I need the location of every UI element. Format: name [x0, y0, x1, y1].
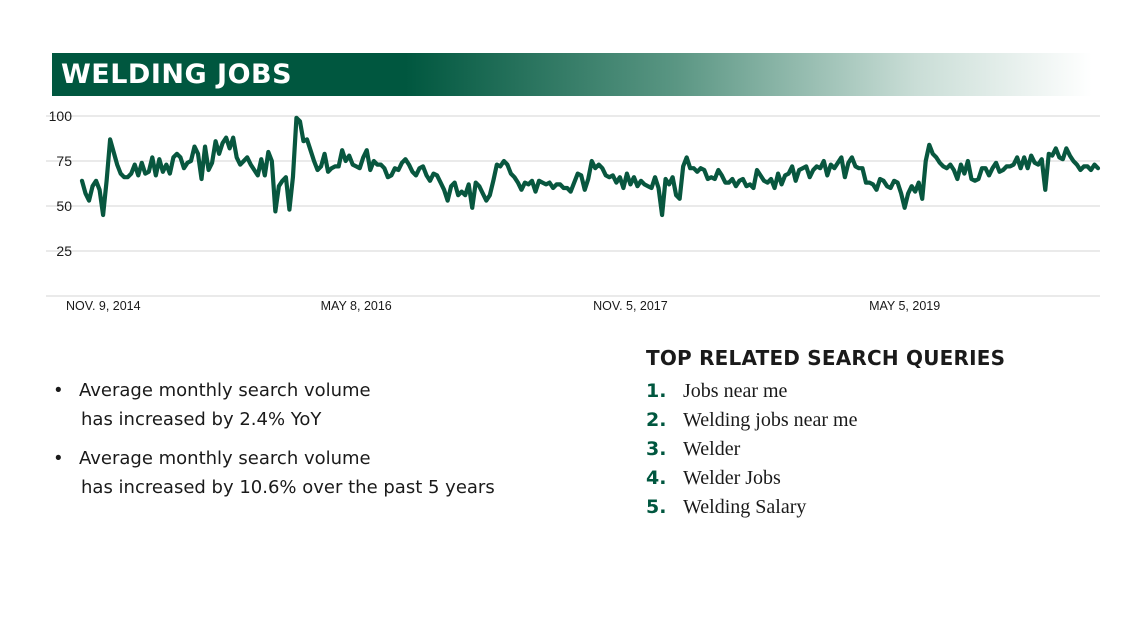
- query-number: 3.: [646, 438, 667, 460]
- series-line: [79, 115, 1101, 218]
- summary-bullets: • Average monthly search volume has incr…: [55, 376, 595, 512]
- bullet-dot-icon: •: [55, 448, 62, 469]
- query-number: 5.: [646, 496, 667, 518]
- page-title: WELDING JOBS: [61, 59, 293, 90]
- bullet-item: • Average monthly search volume has incr…: [55, 376, 595, 434]
- query-item: 3. Welder: [646, 436, 1086, 465]
- query-text: Welder: [683, 438, 741, 460]
- query-number: 2.: [646, 409, 667, 431]
- query-number: 1.: [646, 380, 667, 402]
- bullet-text: Average monthly search volume has increa…: [79, 444, 595, 502]
- query-item: 1. Jobs near me: [646, 378, 1086, 407]
- x-tick-label: MAY 8, 2016: [321, 299, 392, 313]
- bullet-line: Average monthly search volume: [79, 448, 371, 469]
- y-tick-label: 25: [56, 243, 72, 259]
- x-tick-label: NOV. 5, 2017: [593, 299, 668, 313]
- query-item: 2. Welding jobs near me: [646, 407, 1086, 436]
- query-item: 5. Welding Salary: [646, 494, 1086, 523]
- x-tick-label: NOV. 9, 2014: [66, 299, 141, 313]
- bullet-item: • Average monthly search volume has incr…: [55, 444, 595, 502]
- y-tick-label: 75: [56, 153, 72, 169]
- bullet-line: Average monthly search volume: [79, 380, 371, 401]
- query-number: 4.: [646, 467, 667, 489]
- x-tick-label: MAY 5, 2019: [869, 299, 940, 313]
- y-tick-label: 50: [56, 198, 72, 214]
- bullet-line: has increased by 2.4% YoY: [81, 409, 322, 430]
- queries-heading: TOP RELATED SEARCH QUERIES: [646, 346, 1006, 370]
- related-queries: TOP RELATED SEARCH QUERIES 1. Jobs near …: [646, 344, 1086, 523]
- query-item: 4. Welder Jobs: [646, 465, 1086, 494]
- query-text: Welder Jobs: [683, 467, 781, 489]
- query-list: 1. Jobs near me 2. Welding jobs near me …: [646, 378, 1086, 523]
- bullet-line: has increased by 10.6% over the past 5 y…: [81, 477, 495, 498]
- line-chart: 25 50 75 100 NOV. 9, 2014 MAY 8, 2016 NOV. 5, …: [46, 108, 1101, 313]
- bullet-text: Average monthly search volume has increa…: [79, 376, 595, 434]
- query-text: Welding jobs near me: [683, 409, 858, 431]
- query-text: Welding Salary: [683, 496, 807, 518]
- bullet-dot-icon: •: [55, 380, 62, 401]
- title-banner: WELDING JOBS: [52, 53, 1092, 96]
- y-tick-label: 100: [49, 108, 73, 124]
- query-text: Jobs near me: [683, 380, 788, 402]
